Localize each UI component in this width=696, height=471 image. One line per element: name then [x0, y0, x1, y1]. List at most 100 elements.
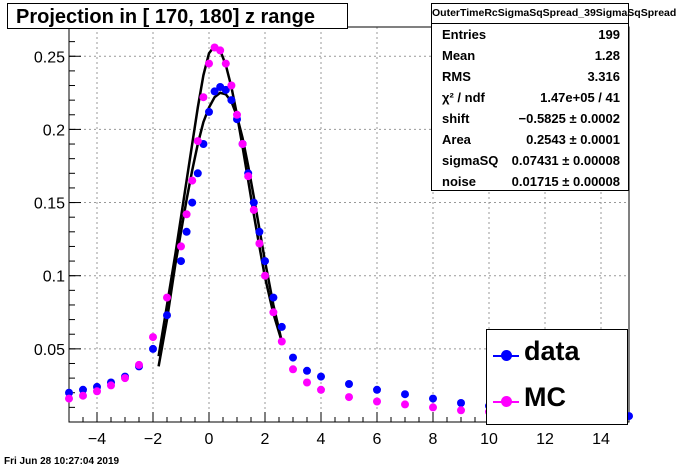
data-point — [429, 394, 437, 403]
data-point — [227, 96, 236, 105]
data-point — [249, 205, 258, 214]
data-point — [79, 385, 87, 394]
stats-row-rms: RMS 3.316 — [432, 66, 628, 87]
stats-label: sigmaSQ — [442, 153, 499, 168]
legend-entry-data: data — [487, 332, 627, 376]
stats-label: shift — [442, 111, 470, 126]
data-point — [182, 210, 191, 219]
data-point — [401, 390, 409, 399]
data-point — [221, 85, 230, 94]
data-point — [205, 107, 213, 116]
data-point — [255, 239, 264, 248]
data-point — [269, 293, 278, 302]
data-point — [227, 81, 236, 90]
legend: data MC — [486, 329, 628, 425]
data-point — [177, 257, 185, 266]
stats-label: χ² / ndf — [442, 90, 485, 105]
data-point — [79, 391, 87, 400]
data-point — [121, 374, 129, 383]
x-tick-label: −4 — [88, 431, 106, 448]
stats-value: 199 — [598, 27, 620, 42]
data-point — [216, 46, 225, 55]
data-point — [401, 400, 409, 409]
stats-label: Area — [442, 132, 471, 147]
stats-label: noise — [442, 174, 476, 189]
x-tick-label: 2 — [261, 431, 270, 448]
data-point — [163, 311, 171, 320]
x-tick-label: −2 — [144, 431, 162, 448]
plot-title: Projection in [ 170, 180] z range — [7, 3, 348, 29]
data-point — [261, 257, 269, 266]
data-point — [149, 333, 157, 342]
x-tick-label: 10 — [480, 431, 498, 448]
data-points — [65, 43, 633, 421]
y-tick-label: 0.05 — [34, 342, 65, 359]
stats-row-area: Area 0.2543 ± 0.0001 — [432, 129, 628, 150]
data-point — [210, 87, 219, 96]
x-tick-label: 6 — [373, 431, 382, 448]
x-tick-label: 4 — [317, 431, 326, 448]
data-point — [244, 172, 253, 181]
data-point — [255, 227, 264, 236]
data-point — [317, 372, 325, 381]
legend-marker — [501, 350, 512, 361]
y-tick-label: 0.25 — [34, 49, 65, 66]
stats-label: Entries — [442, 27, 487, 42]
data-point — [149, 344, 157, 353]
data-point — [177, 242, 185, 251]
data-point — [289, 353, 297, 362]
data-point — [238, 140, 247, 148]
stats-box: OuterTimeRcSigmaSqSpread_39SigmaSqSpread… — [431, 3, 676, 192]
data-point — [373, 397, 381, 406]
data-point — [65, 394, 73, 403]
stats-label: Mean — [442, 48, 476, 63]
data-point — [163, 293, 171, 302]
data-point — [289, 365, 297, 374]
data-point — [193, 169, 202, 178]
y-tick-label: 0.15 — [34, 196, 65, 213]
data-point — [221, 59, 230, 68]
data-point — [429, 403, 437, 412]
x-tick-label: 0 — [205, 431, 214, 448]
stats-header: OuterTimeRcSigmaSqSpread_39SigmaSqSpread — [432, 4, 676, 24]
stats-value: 0.2543 ± 0.0001 — [526, 132, 620, 147]
stats-row-noise: noise 0.01715 ± 0.00008 — [432, 171, 628, 192]
timestamp: Fri Jun 28 10:27:04 2019 — [4, 456, 120, 467]
data-point — [345, 380, 353, 388]
data-point — [249, 198, 258, 207]
data-point — [188, 176, 197, 185]
data-point — [188, 198, 197, 207]
legend-marker — [501, 396, 512, 407]
stats-label: RMS — [442, 69, 471, 84]
series-mc — [65, 43, 507, 418]
data-point — [93, 387, 101, 396]
data-point — [373, 385, 381, 394]
x-tick-label: 14 — [592, 431, 610, 448]
stats-row-shift: shift −0.5825 ± 0.0002 — [432, 108, 628, 129]
data-point — [303, 366, 311, 375]
data-point — [345, 393, 353, 402]
data-point — [261, 271, 269, 280]
data-point — [457, 399, 465, 407]
stats-row-mean: Mean 1.28 — [432, 45, 628, 66]
data-point — [457, 406, 465, 415]
data-point — [182, 227, 191, 236]
stats-value: 0.07431 ± 0.00008 — [511, 153, 620, 168]
data-point — [317, 385, 325, 394]
data-point — [269, 308, 278, 317]
legend-entry-mc: MC — [487, 378, 627, 422]
y-tick-label: 0.1 — [43, 269, 65, 286]
legend-label: data — [524, 336, 580, 366]
data-point — [135, 360, 143, 369]
stats-value: 0.01715 ± 0.00008 — [511, 174, 620, 189]
data-point — [277, 337, 286, 346]
stats-value: 1.28 — [594, 48, 620, 63]
fit-curve — [157, 91, 284, 367]
data-point — [233, 110, 241, 119]
y-tick-label: 0.2 — [43, 122, 65, 139]
data-point — [199, 93, 208, 102]
stats-row-sigmasq: sigmaSQ 0.07431 ± 0.00008 — [432, 150, 628, 171]
fit-curves — [157, 44, 284, 367]
data-point — [65, 388, 73, 397]
x-tick-label: 12 — [536, 431, 554, 448]
